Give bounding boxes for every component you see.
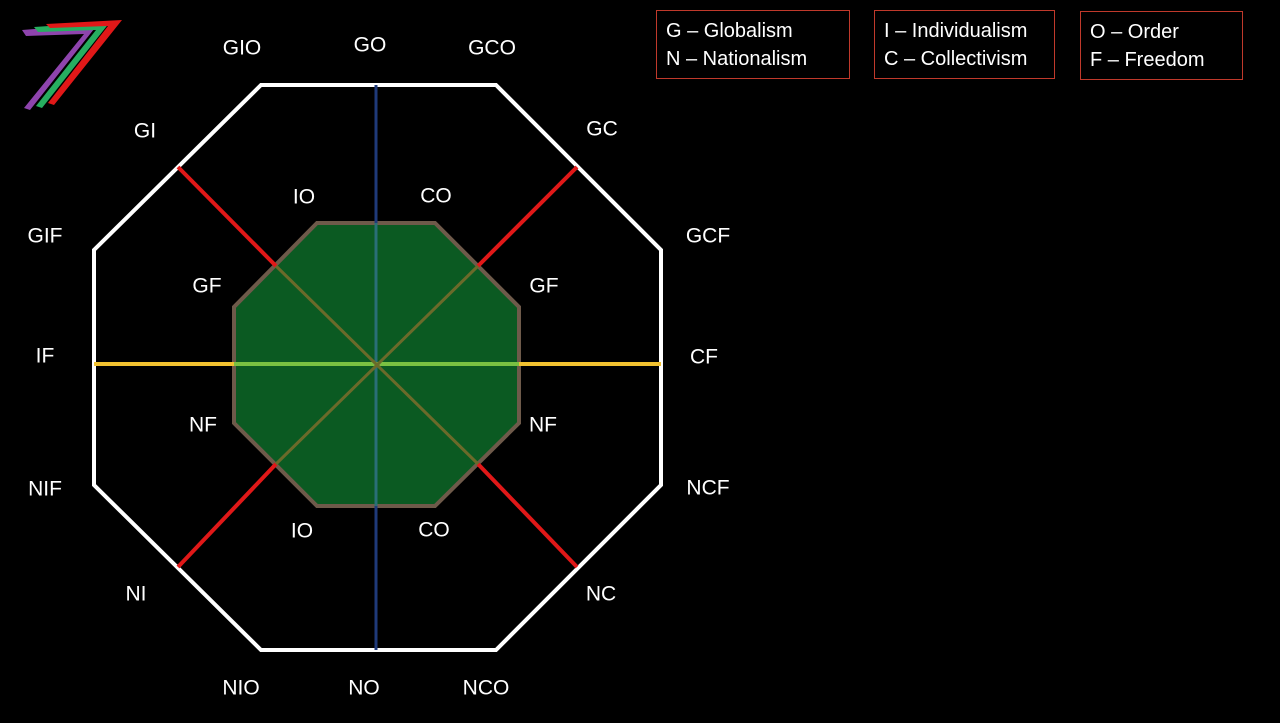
legend-line-freedom: F – Freedom (1090, 49, 1205, 71)
label-nc: NC (585, 582, 617, 606)
legend-line-collectivism: C – Collectivism (884, 48, 1028, 70)
legend-line-globalism: G – Globalism (666, 20, 793, 42)
diagonal-axis-ni (176, 462, 278, 569)
label-ncf: NCF (686, 476, 730, 500)
legend-line-nationalism: N – Nationalism (666, 48, 808, 70)
label-co-bottom: CO (418, 518, 450, 542)
label-go: GO (353, 33, 387, 57)
seven-logo-icon (22, 20, 122, 110)
legend-globalism-nationalism: G – Globalism N – Nationalism (656, 10, 850, 79)
label-nco: NCO (462, 676, 510, 700)
diagonal-axis-gc (476, 165, 579, 268)
label-io-bottom: IO (290, 519, 314, 543)
outer-octagon (92, 83, 663, 652)
label-gif: GIF (27, 224, 63, 248)
legend-individualism-collectivism: I – Individualism C – Collectivism (874, 10, 1055, 79)
label-gf-left: GF (192, 274, 222, 298)
diagonal-axis-gi (176, 165, 278, 268)
label-co-top: CO (420, 184, 452, 208)
label-no: NO (348, 676, 380, 700)
label-io-top: IO (292, 185, 316, 209)
label-gi: GI (133, 119, 157, 143)
legend-line-order: O – Order (1090, 21, 1179, 43)
diagonal-axis-inner-2 (274, 264, 480, 466)
label-ni: NI (125, 582, 147, 606)
label-gc: GC (586, 117, 618, 141)
label-gcf: GCF (685, 224, 731, 248)
label-nf-left: NF (189, 413, 217, 437)
label-nf-right: NF (529, 413, 557, 437)
label-gio: GIO (222, 36, 262, 60)
legend-order-freedom: O – Order F – Freedom (1080, 11, 1243, 80)
label-gf-right: GF (529, 274, 559, 298)
diagonal-axis-nc (476, 462, 579, 569)
legend-line-individualism: I – Individualism (884, 20, 1028, 42)
label-cf: CF (690, 345, 718, 369)
label-if: IF (35, 344, 55, 368)
label-nio: NIO (222, 676, 260, 700)
label-gco: GCO (468, 36, 516, 60)
label-nif: NIF (28, 477, 62, 501)
